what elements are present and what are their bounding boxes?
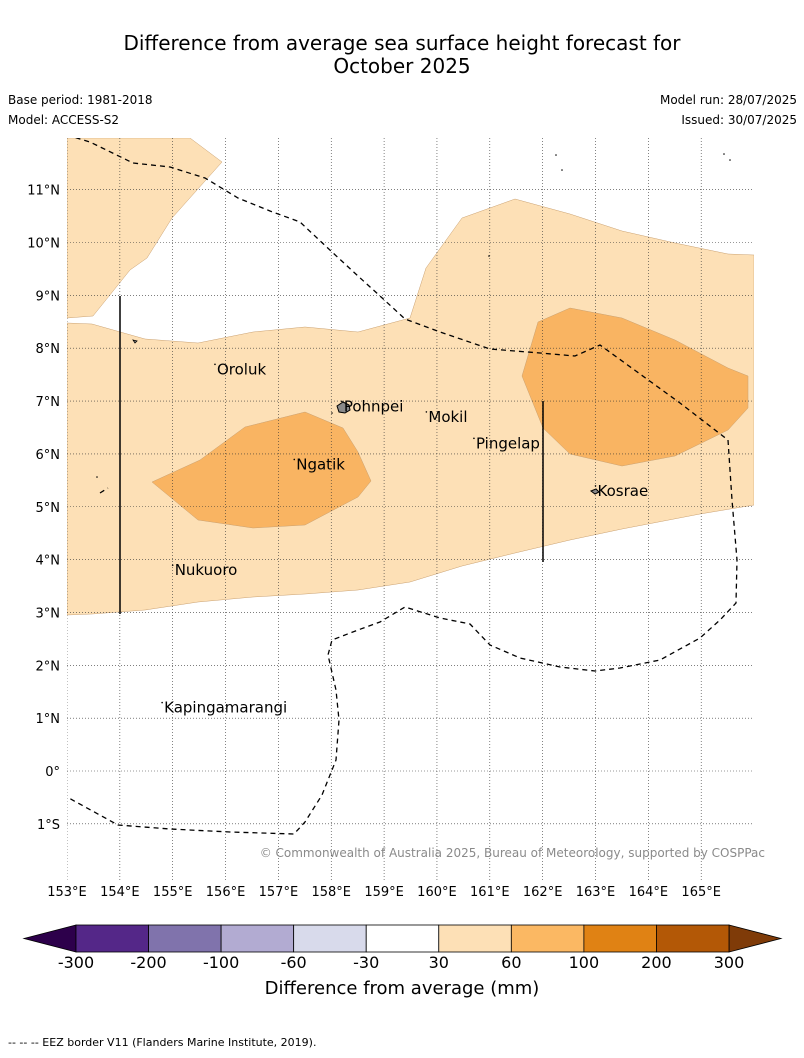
place-label: Ngatik [296,455,345,473]
graticule [67,138,754,880]
lat-tick-label: 11°N [27,184,60,199]
copyright-notice: © Commonwealth of Australia 2025, Bureau… [260,846,765,860]
lon-tick-label: 156°E [206,885,246,900]
lon-tick-label: 160°E [417,885,457,900]
anomaly-band-30-60-north [67,138,223,319]
latitude-labels: 11°N 10°N 9°N 8°N 7°N 6°N 5°N 4°N 3°N 2°N 1°N 0° 1°S [27,184,60,833]
place-marker [214,363,216,366]
islet-dot [729,159,731,161]
eez-border-segment [99,487,109,494]
colorbar-tick-label: -30 [353,953,379,972]
lat-tick-label: 6°N [36,448,61,463]
eez-footnote: -- -- -- EEZ border V11 (Flanders Marine… [8,1036,317,1049]
place-label: Kapingamarangi [164,699,287,717]
lat-tick-label: 4°N [36,554,61,569]
place-label: Pingelap [476,434,540,452]
lat-tick-label: 1°S [37,818,60,833]
place-label: Kosrae [598,482,649,500]
lat-tick-label: 8°N [36,342,61,357]
eez-border-north [67,138,738,835]
title-line-1: Difference from average sea surface heig… [123,31,681,55]
lon-tick-label: 159°E [364,885,404,900]
small-atoll [132,339,138,344]
model-run-date: Model run: 28/07/2025 [659,93,797,107]
colorbar-swatch [148,924,222,953]
place-marker [293,458,296,461]
colorbar-swatch [438,924,512,953]
colorbar-high-extend [728,924,783,953]
lon-tick-label: 158°E [311,885,351,900]
colorbar-tick-label: -200 [130,953,166,972]
map-area [67,138,754,880]
colorbar-title: Difference from average (mm) [264,978,540,999]
islet-dot [96,476,98,478]
lat-tick-label: 1°N [36,712,61,727]
title-line-2: October 2025 [333,54,471,78]
issued-date: Issued: 30/07/2025 [681,113,797,127]
colorbar-swatch [510,924,585,953]
colorbar-tick-label: -60 [281,953,307,972]
place-label: Nukuoro [175,561,238,579]
place-marker [161,701,163,704]
colorbar-swatch [583,924,657,953]
place-label: Oroluk [217,360,266,378]
anomaly-band-60-100-east [521,307,749,467]
colorbar-tick-label: 60 [501,953,521,972]
lon-tick-label: 155°E [153,885,193,900]
map-title: Difference from average sea surface heig… [0,32,804,78]
pohnpei-island [336,401,351,414]
colorbar-tick-label: 200 [641,953,672,972]
colorbar-low-extend [22,924,77,953]
islet-dot [555,154,557,156]
lon-tick-label: 165°E [681,885,721,900]
islet-dot [488,255,490,257]
place-label: Pohnpei [344,397,404,415]
place-marker [425,411,428,413]
colorbar-swatch [75,924,149,953]
place-marker [171,564,174,566]
colorbar-tick-label: -300 [58,953,94,972]
colorbar-labels: -300 -200 -100 -60 -30 30 60 100 200 300 [58,953,744,972]
colorbar-swatch [220,924,295,953]
lat-tick-label: 7°N [36,395,61,410]
islet-dot [723,153,725,155]
lat-tick-label: 3°N [36,606,61,621]
colorbar-tick-label: 300 [714,953,745,972]
lon-tick-label: 157°E [259,885,299,900]
lat-tick-label: 9°N [36,289,61,304]
lon-tick-label: 163°E [576,885,616,900]
colorbar-tick-label: 30 [429,953,449,972]
islet-dot [561,169,563,171]
place-marker [473,437,475,440]
model-name: Model: ACCESS-S2 [8,113,120,127]
islet-dot [331,412,333,414]
colorbar-swatch [293,924,367,953]
longitude-labels: 153°E 154°E 155°E 156°E 157°E 158°E 159°E 160°E… [47,885,721,900]
kosrae-island [589,488,600,495]
lon-tick-label: 162°E [523,885,563,900]
place-label: Mokil [428,408,467,426]
colorbar-tick-label: -100 [203,953,239,972]
colorbar [22,924,783,953]
lon-tick-label: 161°E [470,885,510,900]
lon-tick-label: 164°E [629,885,669,900]
place-marker [594,485,597,487]
colorbar-tick-label: 100 [569,953,600,972]
lat-tick-label: 2°N [36,659,61,674]
colorbar-swatch [365,924,440,953]
lat-tick-label: 5°N [36,501,61,516]
lat-tick-label: 0° [45,765,60,780]
lat-tick-label: 10°N [27,237,60,252]
anomaly-band-60-100-west [151,411,372,529]
place-marker [341,400,343,403]
base-period: Base period: 1981-2018 [8,93,153,107]
place-labels: Oroluk Pohnpei Mokil Pingelap Ngatik Kosrae Nu… [161,360,649,717]
lon-tick-label: 154°E [100,885,140,900]
lon-tick-label: 153°E [47,885,87,900]
colorbar-swatch [656,924,730,953]
